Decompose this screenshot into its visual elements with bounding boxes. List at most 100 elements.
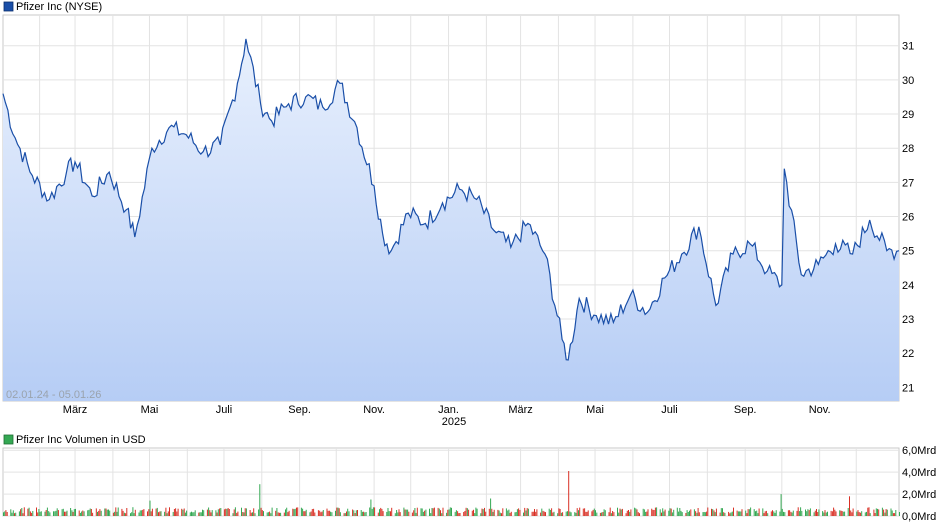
price-legend-swatch — [3, 1, 14, 12]
volume-bar — [317, 510, 319, 516]
price-x-tick-label: Nov. — [809, 404, 831, 416]
volume-bar — [149, 500, 151, 516]
volume-bar — [685, 513, 687, 516]
volume-y-axis: 0,0Mrd 2,0Mrd 4,0Mrd 6,0Mrd — [902, 445, 936, 523]
volume-bar — [602, 512, 604, 516]
volume-bar — [20, 509, 22, 516]
volume-bar — [579, 507, 581, 516]
volume-bar — [381, 508, 383, 516]
volume-bar — [99, 509, 101, 516]
volume-bar — [326, 508, 328, 516]
volume-bar — [387, 508, 389, 516]
volume-bar — [840, 510, 842, 516]
volume-bar — [551, 508, 553, 516]
price-legend-label: Pfizer Inc (NYSE) — [16, 1, 102, 13]
volume-bar — [617, 507, 618, 516]
volume-bar — [724, 512, 726, 516]
volume-bar — [114, 511, 116, 516]
volume-bar — [398, 509, 400, 516]
volume-bar — [277, 512, 279, 516]
volume-bar — [619, 508, 621, 516]
volume-bar — [628, 510, 629, 516]
volume-bar — [209, 510, 211, 516]
volume-bar — [399, 512, 401, 516]
volume-bar — [431, 508, 433, 516]
date-range-label: 02.01.24 - 05.01.26 — [6, 389, 101, 401]
volume-bar — [646, 511, 648, 516]
volume-bar — [784, 512, 786, 516]
volume-bar — [347, 508, 349, 516]
volume-bar — [806, 511, 808, 516]
volume-legend: Pfizer Inc Volumen in USD — [3, 434, 146, 446]
volume-bar — [382, 511, 384, 516]
volume-bar — [574, 512, 576, 516]
volume-bar — [441, 513, 443, 516]
volume-bar — [567, 511, 568, 516]
volume-bar — [798, 511, 800, 516]
volume-bar — [369, 507, 371, 516]
volume-bar — [673, 509, 675, 516]
volume-bar — [702, 512, 704, 516]
volume-bar — [3, 512, 4, 516]
volume-bar — [337, 507, 339, 516]
volume-bar — [167, 511, 169, 516]
volume-bar — [169, 507, 170, 516]
volume-bar — [164, 511, 166, 516]
volume-bar — [242, 512, 244, 516]
price-area-fill — [3, 38, 899, 402]
volume-bar — [432, 508, 434, 516]
volume-bar — [527, 508, 529, 516]
volume-bar — [613, 512, 615, 516]
volume-bar — [498, 510, 500, 516]
volume-bar — [276, 508, 278, 516]
price-y-axis: 21 22 23 24 25 26 27 28 29 30 31 — [902, 41, 914, 395]
volume-bar — [227, 508, 229, 516]
volume-bar — [895, 510, 897, 516]
volume-bar — [466, 508, 468, 516]
volume-bar — [429, 508, 430, 516]
volume-bar — [482, 509, 484, 516]
volume-bar — [285, 509, 286, 516]
volume-bar — [458, 513, 460, 516]
volume-bar — [587, 510, 589, 516]
volume-bar — [29, 511, 31, 516]
volume-bar — [237, 511, 239, 516]
volume-bar — [138, 512, 140, 516]
volume-bar — [300, 507, 302, 516]
volume-y-tick-label: 6,0Mrd — [902, 445, 936, 457]
volume-bar — [396, 510, 398, 516]
volume-bar — [756, 510, 758, 516]
volume-bar — [787, 510, 789, 516]
volume-bar — [697, 508, 699, 516]
volume-bar — [14, 513, 15, 516]
volume-bar — [181, 508, 183, 516]
volume-bar — [639, 513, 640, 516]
year-label: 2025 — [442, 416, 466, 428]
volume-bar — [278, 512, 280, 516]
volume-bar — [519, 509, 521, 516]
volume-bar — [304, 511, 306, 516]
volume-bar — [474, 513, 476, 516]
volume-bar — [220, 508, 222, 516]
volume-bar — [562, 512, 564, 516]
volume-bar — [741, 509, 743, 516]
volume-bar — [331, 512, 333, 516]
volume-bar — [839, 510, 841, 516]
volume-bar — [199, 512, 201, 516]
volume-bar — [73, 509, 75, 516]
volume-bar — [780, 494, 782, 516]
volume-plot-frame — [2, 447, 900, 517]
price-x-tick-label: Mai — [141, 404, 159, 416]
volume-bar — [31, 512, 33, 516]
volume-bar — [449, 507, 451, 516]
volume-bar — [693, 509, 695, 516]
volume-bar — [790, 511, 792, 516]
volume-bar — [10, 509, 12, 516]
volume-bar — [654, 507, 656, 516]
volume-bar — [867, 507, 869, 516]
volume-bar — [370, 499, 372, 516]
volume-bar — [813, 512, 815, 516]
volume-bar — [886, 509, 888, 516]
volume-bar — [175, 508, 177, 516]
volume-bar — [49, 512, 51, 516]
